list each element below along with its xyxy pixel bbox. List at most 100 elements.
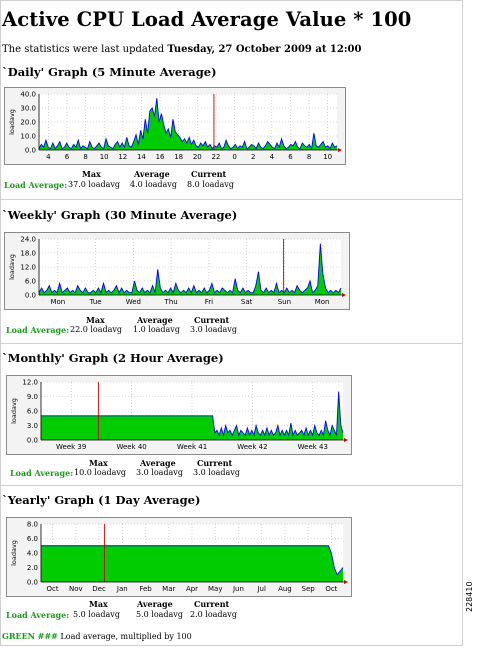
stat-current-value: 2.0 loadavg [190, 610, 237, 619]
load-line [38, 98, 338, 150]
stat-header-average: Average [134, 169, 170, 179]
last-updated: The statistics were last updated Tuesday… [2, 44, 361, 55]
stat-header-current: Current [194, 315, 230, 325]
x-tick-label: Tue [89, 298, 102, 306]
x-tick-label: 18 [174, 153, 183, 161]
page-title: Active CPU Load Average Value * 100 [2, 8, 412, 31]
yearly-graph-title: `Yearly' Graph (1 Day Average) [2, 493, 201, 507]
y-tick-label: 12.0 [22, 379, 38, 387]
chart-svg: 0.0 6.0 12.0 18.0 24.0 loadavg Mon Tue Wed Thu Fri… [8, 236, 346, 306]
x-tick-label: Oct [325, 585, 337, 593]
daily-stats: Max Average Current Load Average: 37.0 l… [0, 169, 463, 193]
monthly-graph-title: `Monthly' Graph (2 Hour Average) [2, 351, 224, 365]
x-tick-label: Aug [278, 585, 292, 593]
x-tick-label: Week 39 [56, 443, 86, 451]
y-tick-label: 9.0 [27, 393, 38, 401]
weekly-graph: 0.0 6.0 12.0 18.0 24.0 loadavg Mon Tue Wed Thu Fri… [4, 232, 350, 310]
stat-average-value: 5.0 loadavg [136, 610, 183, 619]
y-axis-label: loadavg [10, 540, 18, 566]
monthly-section: `Monthly' Graph (2 Hour Average) 0.0 3.0 6… [0, 343, 463, 484]
y-tick-label: 3.0 [27, 422, 38, 430]
y-tick-label: 12.0 [20, 264, 36, 272]
daily-graph-title: `Daily' Graph (5 Minute Average) [2, 65, 217, 79]
stat-header-max: Max [89, 458, 108, 468]
x-tick-label: Mon [50, 298, 65, 306]
stat-label: Load Average: [6, 325, 70, 335]
stat-header-average: Average [137, 315, 173, 325]
daily-section: `Daily' Graph (5 Minute Average) 0.0 10.0… [0, 60, 463, 198]
x-tick-label: 20 [193, 153, 202, 161]
x-tick-label: Sun [278, 298, 291, 306]
stat-max-value: 22.0 loadavg [70, 325, 123, 334]
figure-number: 228410 [465, 581, 474, 612]
stat-average-value: 3.0 loadavg [136, 468, 183, 477]
stat-header-max: Max [86, 315, 105, 325]
x-tick-label: 4 [270, 153, 275, 161]
y-tick-label: 6.0 [27, 535, 38, 543]
load-area [41, 545, 343, 582]
y-tick-label: 20.0 [20, 119, 36, 127]
stat-label: Load Average: [4, 180, 68, 190]
x-tick-label: 6 [65, 153, 70, 161]
legend-description: Load average, multiplied by 100 [60, 632, 192, 641]
x-tick-label: 14 [137, 153, 146, 161]
stat-header-average: Average [140, 458, 176, 468]
page-frame [0, 0, 463, 646]
x-tick-label: 12 [118, 153, 127, 161]
yearly-stats: Max Average Current Load Average: 5.0 lo… [0, 599, 463, 623]
yearly-graph: 0.0 2.0 4.0 6.0 8.0 loadavg Oct Nov Dec Jan Feb Mar… [6, 517, 352, 597]
stat-current-value: 8.0 loadavg [187, 180, 234, 189]
x-tick-label: 10 [323, 153, 332, 161]
x-tick-label: Jul [256, 585, 266, 593]
x-tick-label: 22 [211, 153, 220, 161]
stat-header-current: Current [194, 599, 230, 609]
x-tick-label: Nov [69, 585, 83, 593]
x-tick-label: Week 41 [177, 443, 207, 451]
x-tick-label: Week 40 [116, 443, 146, 451]
x-axis-arrow [342, 293, 346, 297]
y-tick-label: 10.0 [20, 133, 36, 141]
weekly-graph-title: `Weekly' Graph (30 Minute Average) [2, 208, 238, 222]
stat-max-value: 10.0 loadavg [74, 468, 127, 477]
stat-average-value: 1.0 loadavg [133, 325, 180, 334]
chart-svg: 0.0 3.0 6.0 9.0 12.0 loadavg Week 39 Week 40 Wee… [10, 379, 348, 451]
x-tick-label: Oct [47, 585, 59, 593]
x-axis-arrow [344, 580, 348, 584]
x-tick-label: Week 42 [237, 443, 267, 451]
x-axis-arrow [338, 148, 342, 152]
x-tick-label: Apr [186, 585, 198, 593]
stat-average-value: 4.0 loadavg [130, 180, 177, 189]
x-tick-label: Mar [162, 585, 175, 593]
yearly-section: `Yearly' Graph (1 Day Average) 0.0 2.0 4.0… [0, 485, 463, 625]
x-tick-label: Sat [241, 298, 253, 306]
x-tick-label: 4 [46, 153, 51, 161]
chart-svg: 0.0 10.0 20.0 30.0 40.0 loadavg 4 6 8 10 12 14 16 18 2… [8, 91, 342, 161]
y-axis-label: loadavg [10, 398, 18, 424]
load-line [38, 243, 342, 294]
x-tick-label: Feb [139, 585, 152, 593]
legend-footer: GREEN ### Load average, multiplied by 10… [2, 631, 192, 641]
y-tick-label: 0.0 [25, 147, 36, 155]
stat-header-average: Average [137, 599, 173, 609]
stat-header-max: Max [89, 599, 108, 609]
x-tick-label: 2 [251, 153, 255, 161]
legend-green-label: GREEN ### [2, 631, 58, 641]
y-tick-label: 4.0 [27, 550, 38, 558]
x-tick-label: 8 [307, 153, 311, 161]
x-tick-label: Thu [164, 298, 178, 306]
y-tick-label: 2.0 [27, 564, 38, 572]
load-line [41, 545, 344, 576]
x-tick-label: Fri [205, 298, 213, 306]
x-tick-label: 10 [100, 153, 109, 161]
section-divider [0, 485, 463, 486]
monthly-graph: 0.0 3.0 6.0 9.0 12.0 loadavg Week 39 Week 40 Wee… [6, 375, 352, 455]
stat-label: Load Average: [10, 468, 74, 478]
y-tick-label: 6.0 [27, 408, 38, 416]
y-tick-label: 0.0 [27, 437, 38, 445]
y-tick-label: 24.0 [20, 236, 36, 244]
stat-header-max: Max [82, 169, 101, 179]
y-tick-label: 8.0 [27, 521, 38, 529]
x-tick-label: Dec [92, 585, 106, 593]
stat-header-current: Current [191, 169, 227, 179]
x-tick-label: Jan [116, 585, 128, 593]
